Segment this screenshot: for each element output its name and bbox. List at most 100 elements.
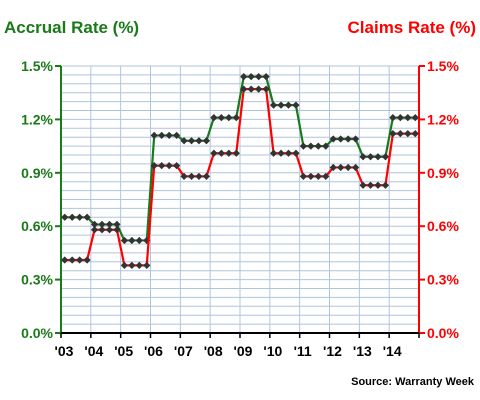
x-tick-label: '04 <box>84 343 103 359</box>
right-tick-label: 0.9% <box>427 165 459 181</box>
accrual-data-point <box>396 113 404 122</box>
accrual-data-point <box>195 137 203 145</box>
claims-data-point <box>389 130 397 138</box>
claims-data-point <box>344 163 352 172</box>
left-axis-title: Accrual Rate (%) <box>4 18 139 37</box>
claims-data-point <box>195 172 203 180</box>
claims-data-point <box>284 149 293 157</box>
accrual-data-point <box>180 137 188 145</box>
left-tick-label: 1.2% <box>21 111 53 127</box>
claims-data-point <box>404 130 412 138</box>
accrual-data-point <box>351 135 360 143</box>
accrual-series-line <box>64 75 416 242</box>
accrual-data-point <box>210 113 218 122</box>
claims-data-point <box>374 181 382 189</box>
claims-data-point <box>187 172 196 180</box>
right-tick-label: 0.0% <box>427 325 459 341</box>
accrual-data-point <box>240 73 248 81</box>
claims-data-point <box>128 261 136 269</box>
claims-data-point <box>396 130 404 138</box>
claims-data-point <box>292 149 300 157</box>
claims-data-point <box>172 162 181 170</box>
accrual-data-point <box>150 131 158 140</box>
accrual-data-point <box>135 236 143 245</box>
claims-data-point <box>105 226 114 234</box>
claims-data-point <box>165 162 173 170</box>
grid-layer <box>60 65 420 334</box>
axis-layer <box>55 65 425 338</box>
accrual-data-point <box>202 137 211 145</box>
claims-data-point <box>329 163 337 172</box>
accrual-data-point <box>366 153 375 161</box>
claims-data-point <box>217 149 225 157</box>
accrual-data-point <box>292 101 300 109</box>
accrual-data-point <box>389 113 397 122</box>
x-tick-label: '14 <box>383 343 402 359</box>
accrual-data-point <box>322 142 330 150</box>
accrual-data-point <box>172 131 181 140</box>
right-axis-title: Claims Rate (%) <box>348 18 476 37</box>
right-tick-label: 0.6% <box>427 218 459 234</box>
accrual-data-point <box>307 142 315 150</box>
accrual-data-point <box>120 236 129 245</box>
claims-data-point <box>232 149 240 157</box>
claims-data-point <box>150 162 158 170</box>
claims-data-point <box>247 85 255 93</box>
claims-data-point <box>90 226 99 234</box>
claims-data-point <box>240 85 248 93</box>
claims-data-point <box>202 172 211 180</box>
accrual-data-point <box>404 113 412 122</box>
accrual-data-point <box>359 153 367 161</box>
series-layer <box>61 73 419 269</box>
x-tick-label: '13 <box>353 343 372 359</box>
accrual-data-point <box>68 213 76 221</box>
claims-data-point <box>411 130 419 138</box>
right-tick-label: 0.3% <box>427 272 459 288</box>
right-tick-label: 1.2% <box>427 111 459 127</box>
accrual-data-point <box>83 213 91 221</box>
x-tick-label: '12 <box>323 343 342 359</box>
accrual-data-point <box>255 73 263 81</box>
claims-data-point <box>225 149 233 157</box>
claims-data-point <box>299 172 308 180</box>
left-tick-label: 0.0% <box>21 325 53 341</box>
accrual-data-point <box>187 137 196 145</box>
accrual-data-point <box>411 113 419 122</box>
claims-data-point <box>307 172 315 180</box>
claims-data-point <box>61 256 69 264</box>
x-tick-label: '11 <box>294 343 312 359</box>
accrual-data-point <box>217 113 225 122</box>
claims-data-point <box>351 163 360 172</box>
claims-data-point <box>381 181 390 189</box>
claims-data-point <box>359 181 367 189</box>
x-tick-label: '06 <box>144 343 163 359</box>
accrual-data-point <box>269 101 278 109</box>
x-tick-label: '09 <box>234 343 253 359</box>
claims-data-point <box>366 181 375 189</box>
claims-data-point <box>120 261 129 269</box>
claims-data-point <box>337 163 345 172</box>
accrual-data-point <box>337 135 345 143</box>
claims-data-point <box>322 172 330 180</box>
label-layer: 0.0% 0.0% 0.3% 0.3% 0.6% 0.6% 0.9% 0.9% 1.2% 1.2%… <box>21 58 459 359</box>
claims-series-line <box>64 88 416 267</box>
accrual-data-point <box>247 73 255 81</box>
left-tick-label: 1.5% <box>21 58 53 74</box>
claims-data-point <box>135 261 143 269</box>
left-tick-label: 0.6% <box>21 218 53 234</box>
accrual-data-point <box>76 213 84 221</box>
accrual-data-point <box>277 101 285 109</box>
accrual-data-point <box>284 101 293 109</box>
accrual-data-point <box>158 131 166 140</box>
left-tick-label: 0.3% <box>21 272 53 288</box>
accrual-data-point <box>299 142 308 150</box>
x-tick-label: '05 <box>114 343 133 359</box>
left-tick-label: 0.9% <box>21 165 53 181</box>
accrual-data-point <box>381 153 390 161</box>
x-tick-label: '03 <box>55 343 74 359</box>
claims-data-point <box>262 85 270 93</box>
x-tick-label: '07 <box>174 343 193 359</box>
accrual-data-point <box>128 236 136 245</box>
